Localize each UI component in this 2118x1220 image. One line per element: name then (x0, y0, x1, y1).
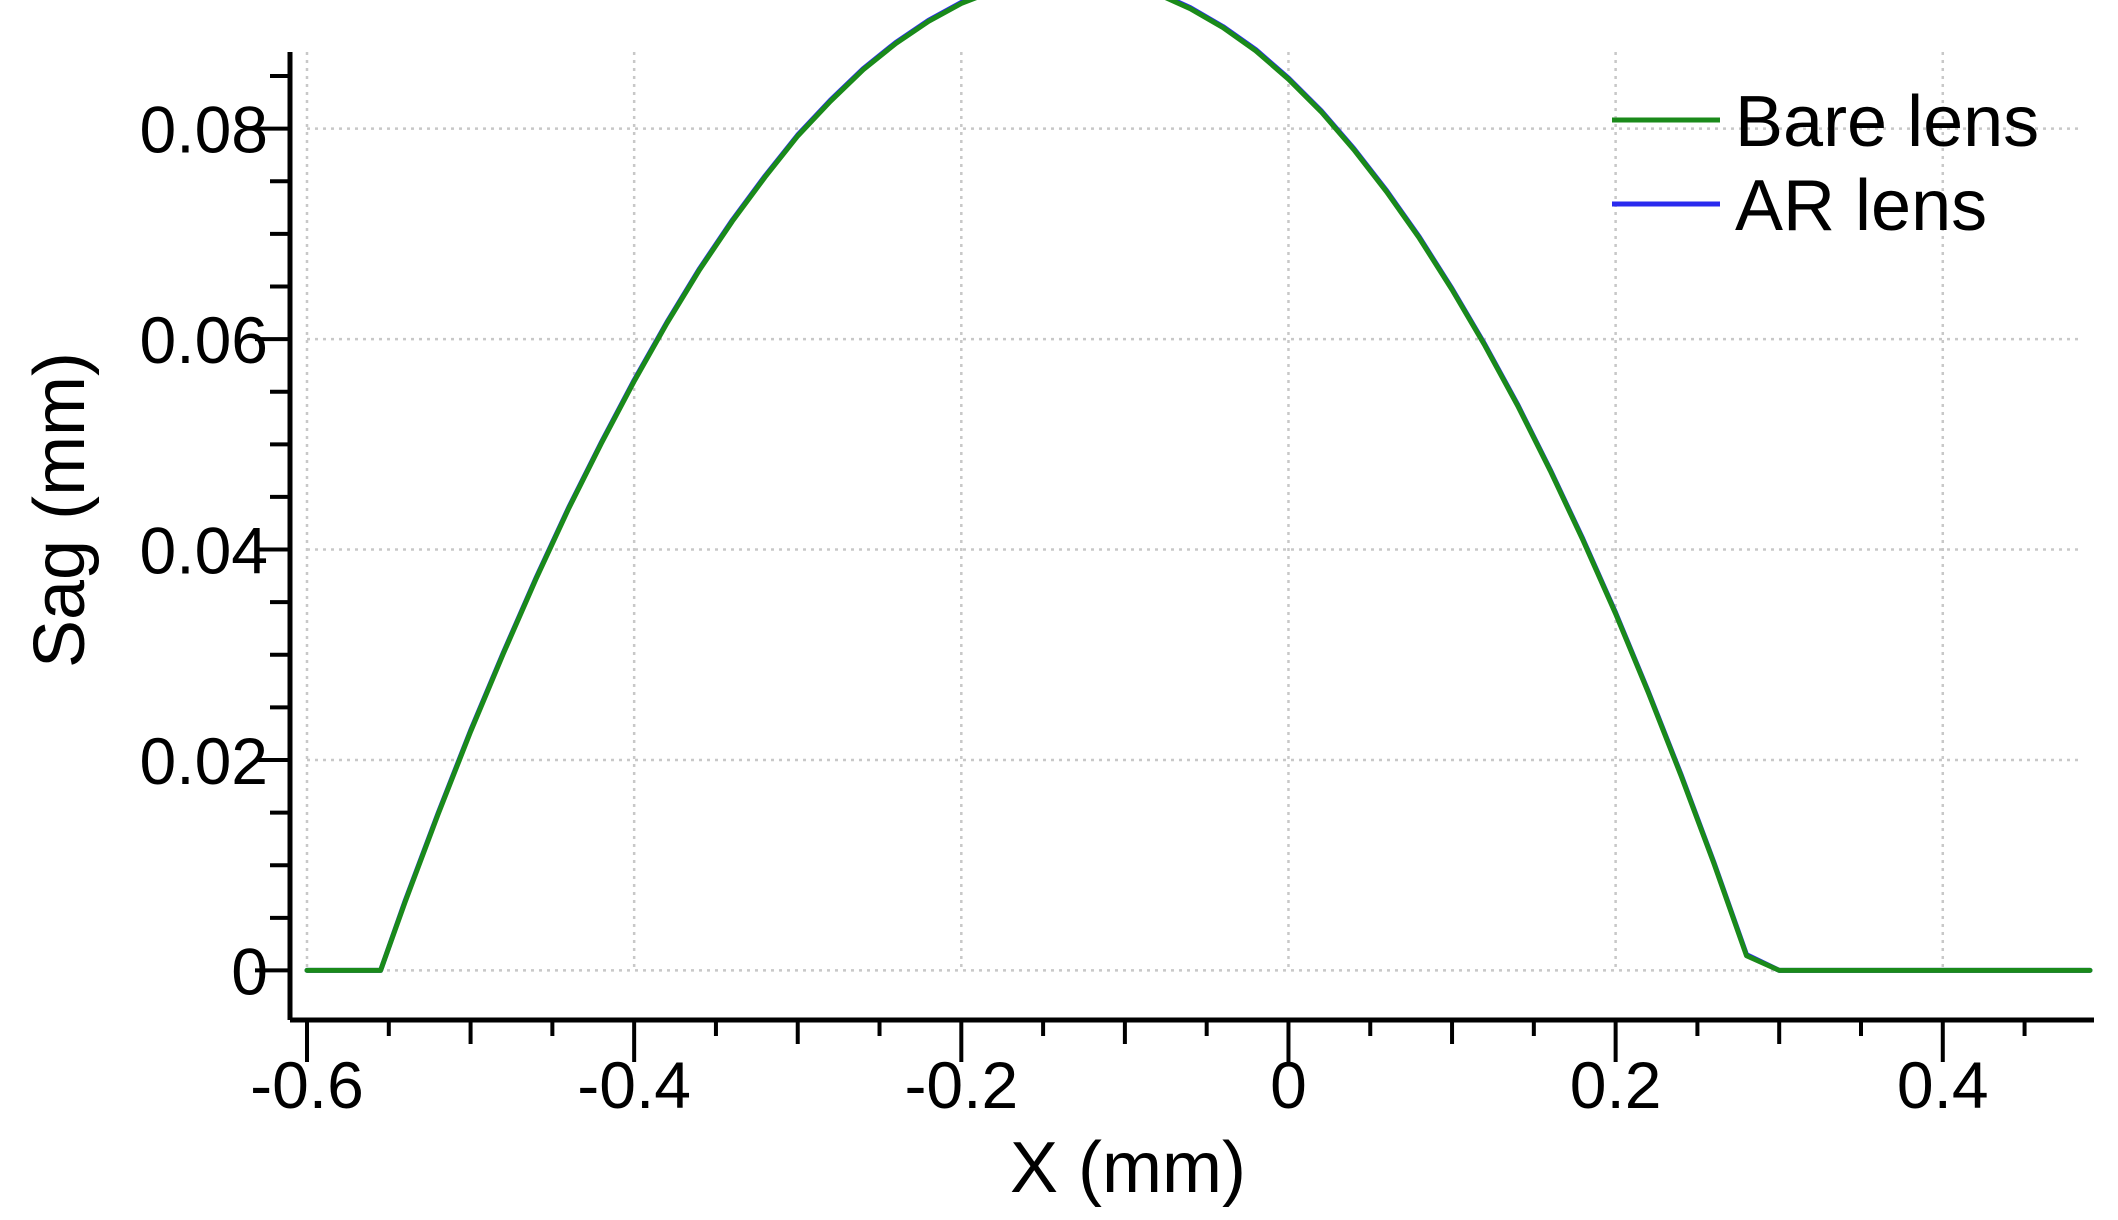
ticks: -0.6 -0.4 -0.2 0 0.2 0.4 0 0.02 0.04 0.06 0.08 (140, 74, 2027, 1122)
legend-label-bare-lens: Bare lens (1735, 82, 2039, 162)
y-tick-label: 0.02 (140, 724, 268, 798)
y-tick-label: 0.08 (140, 93, 268, 167)
axes (287, 52, 2094, 1023)
x-tick-label: -0.6 (250, 1048, 364, 1122)
x-axis-title: X (mm) (1010, 1128, 1246, 1208)
y-tick-label: 0 (231, 934, 268, 1008)
legend-label-ar-lens: AR lens (1735, 166, 1987, 246)
y-tick-label: 0.04 (140, 514, 268, 588)
x-tick-label: -0.4 (577, 1048, 691, 1122)
x-tick-label: 0 (1270, 1048, 1307, 1122)
series-layer (304, 0, 2093, 973)
y-tick-label: 0.06 (140, 303, 268, 377)
series-line-bare-lens (304, 0, 2093, 973)
x-tick-label: 0.2 (1570, 1048, 1662, 1122)
y-axis-title: Sag (mm) (20, 352, 100, 668)
x-tick-label: -0.2 (904, 1048, 1018, 1122)
x-tick-label: 0.4 (1897, 1048, 1989, 1122)
